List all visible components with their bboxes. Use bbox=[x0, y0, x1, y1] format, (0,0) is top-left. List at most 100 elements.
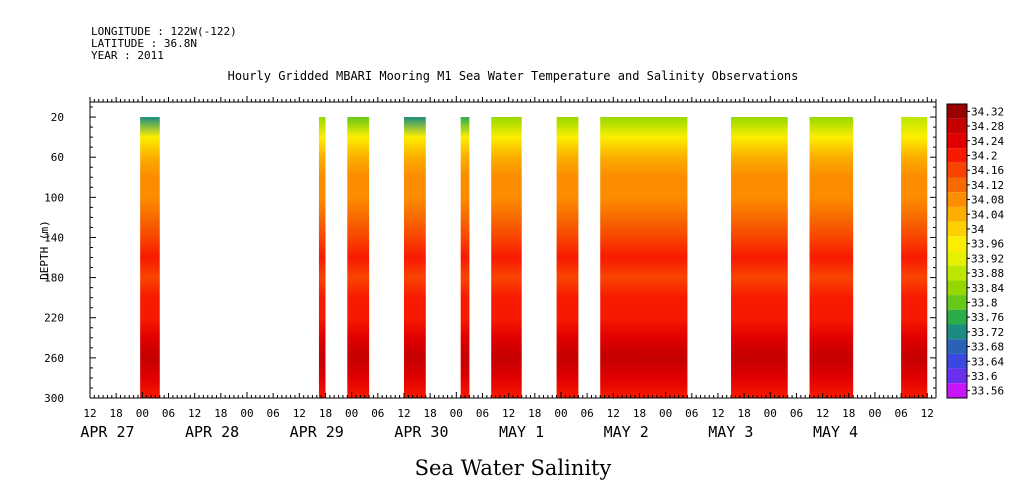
colorbar-swatch bbox=[947, 368, 967, 384]
data-segment bbox=[901, 117, 928, 399]
colorbar-swatch bbox=[947, 177, 967, 193]
data-segment bbox=[460, 117, 470, 399]
colorbar-frame bbox=[946, 103, 968, 399]
colorbar-label: 33.92 bbox=[971, 252, 1004, 265]
hour-tick-label: 18 bbox=[214, 407, 227, 420]
day-label: MAY 4 bbox=[813, 423, 858, 441]
colorbar-label: 34.12 bbox=[971, 179, 1004, 192]
hour-tick-label: 06 bbox=[790, 407, 803, 420]
hour-tick-label: 12 bbox=[502, 407, 515, 420]
hour-tick-label: 06 bbox=[894, 407, 907, 420]
depth-tick-label: 180 bbox=[44, 272, 64, 285]
colorbar-swatch bbox=[947, 265, 967, 281]
depth-tick-label: 260 bbox=[44, 352, 64, 365]
colorbar-swatch bbox=[947, 236, 967, 251]
colorbar-swatch bbox=[947, 309, 967, 325]
colorbar-swatch bbox=[947, 148, 967, 163]
colorbar-label: 33.6 bbox=[971, 370, 998, 383]
hour-tick-label: 12 bbox=[83, 407, 96, 420]
colorbar-label: 34.32 bbox=[971, 105, 1004, 118]
colorbar-label: 34.28 bbox=[971, 120, 1004, 133]
hour-tick-label: 12 bbox=[188, 407, 201, 420]
colorbar-label: 33.68 bbox=[971, 341, 1004, 354]
hour-tick-label: 18 bbox=[424, 407, 437, 420]
colorbar-label: 34.16 bbox=[971, 164, 1004, 177]
colorbar-label: 33.84 bbox=[971, 282, 1004, 295]
hour-tick-label: 00 bbox=[659, 407, 672, 420]
hour-tick-label: 18 bbox=[633, 407, 646, 420]
hour-tick-label: 12 bbox=[921, 407, 934, 420]
hour-tick-label: 06 bbox=[162, 407, 175, 420]
colorbar-swatch bbox=[947, 192, 967, 207]
colorbar-label: 33.96 bbox=[971, 238, 1004, 251]
data-segment bbox=[556, 117, 579, 399]
hour-tick-label: 06 bbox=[267, 407, 280, 420]
year-label: YEAR : 2011 bbox=[91, 49, 164, 62]
depth-tick-label: 140 bbox=[44, 231, 64, 244]
depth-tick-label: 220 bbox=[44, 312, 64, 325]
day-label: APR 30 bbox=[394, 423, 448, 441]
depth-tick-label: 20 bbox=[51, 111, 64, 124]
colorbar-swatch bbox=[947, 133, 967, 149]
day-label: APR 29 bbox=[290, 423, 344, 441]
colorbar-swatch bbox=[947, 206, 967, 222]
colorbar-label: 33.64 bbox=[971, 355, 1004, 368]
hour-tick-label: 00 bbox=[240, 407, 253, 420]
colorbar-swatch bbox=[947, 339, 967, 354]
colorbar-label: 33.76 bbox=[971, 311, 1004, 324]
hour-tick-label: 12 bbox=[397, 407, 410, 420]
colorbar-swatch bbox=[947, 295, 967, 310]
variable-label: Sea Water Salinity bbox=[414, 456, 612, 480]
colorbar-label: 34.04 bbox=[971, 208, 1004, 221]
day-label: MAY 2 bbox=[604, 423, 649, 441]
hour-tick-label: 18 bbox=[319, 407, 332, 420]
colorbar-label: 34 bbox=[971, 223, 985, 236]
colorbar-label: 34.08 bbox=[971, 194, 1004, 207]
colorbar-label: 33.56 bbox=[971, 385, 1004, 398]
hour-tick-label: 12 bbox=[293, 407, 306, 420]
hour-tick-label: 00 bbox=[450, 407, 463, 420]
hour-tick-label: 00 bbox=[554, 407, 567, 420]
colorbar-label: 33.8 bbox=[971, 296, 998, 309]
day-label: APR 28 bbox=[185, 423, 239, 441]
hour-tick-label: 00 bbox=[345, 407, 358, 420]
colorbar-swatch bbox=[947, 104, 967, 119]
colorbar-swatch bbox=[947, 324, 967, 340]
data-segment bbox=[140, 117, 160, 399]
colorbar-swatch bbox=[947, 383, 967, 398]
colorbar-swatch bbox=[947, 251, 967, 266]
data-segment bbox=[403, 117, 426, 399]
hour-tick-label: 00 bbox=[764, 407, 777, 420]
hour-tick-label: 06 bbox=[685, 407, 698, 420]
colorbar-label: 33.72 bbox=[971, 326, 1004, 339]
data-segment bbox=[809, 117, 854, 399]
hour-tick-label: 12 bbox=[607, 407, 620, 420]
hour-tick-label: 18 bbox=[528, 407, 541, 420]
data-segment bbox=[491, 117, 522, 399]
y-axis-label: DEPTH (m) bbox=[38, 220, 51, 280]
hour-tick-label: 00 bbox=[868, 407, 881, 420]
hour-tick-label: 18 bbox=[842, 407, 855, 420]
depth-tick-label: 60 bbox=[51, 151, 64, 164]
colorbar-swatch bbox=[947, 162, 967, 178]
colorbar-label: 33.88 bbox=[971, 267, 1004, 280]
hour-tick-label: 12 bbox=[816, 407, 829, 420]
hour-tick-label: 06 bbox=[581, 407, 594, 420]
colorbar-swatch bbox=[947, 280, 967, 296]
data-segment bbox=[600, 117, 688, 399]
chart-title: Hourly Gridded MBARI Mooring M1 Sea Wate… bbox=[227, 69, 799, 83]
hour-tick-label: 18 bbox=[737, 407, 750, 420]
colorbar-swatch bbox=[947, 118, 967, 134]
longitude-label: LONGITUDE : 122W(-122) bbox=[91, 25, 237, 38]
colorbar-swatch bbox=[947, 221, 967, 237]
latitude-label: LATITUDE : 36.8N bbox=[91, 37, 197, 50]
day-label: MAY 1 bbox=[499, 423, 544, 441]
data-segment bbox=[318, 117, 326, 399]
colorbar-label: 34.2 bbox=[971, 149, 998, 162]
depth-tick-label: 100 bbox=[44, 191, 64, 204]
day-label: MAY 3 bbox=[708, 423, 753, 441]
hour-tick-label: 00 bbox=[136, 407, 149, 420]
day-label: APR 27 bbox=[80, 423, 134, 441]
depth-tick-label: 300 bbox=[44, 392, 64, 405]
